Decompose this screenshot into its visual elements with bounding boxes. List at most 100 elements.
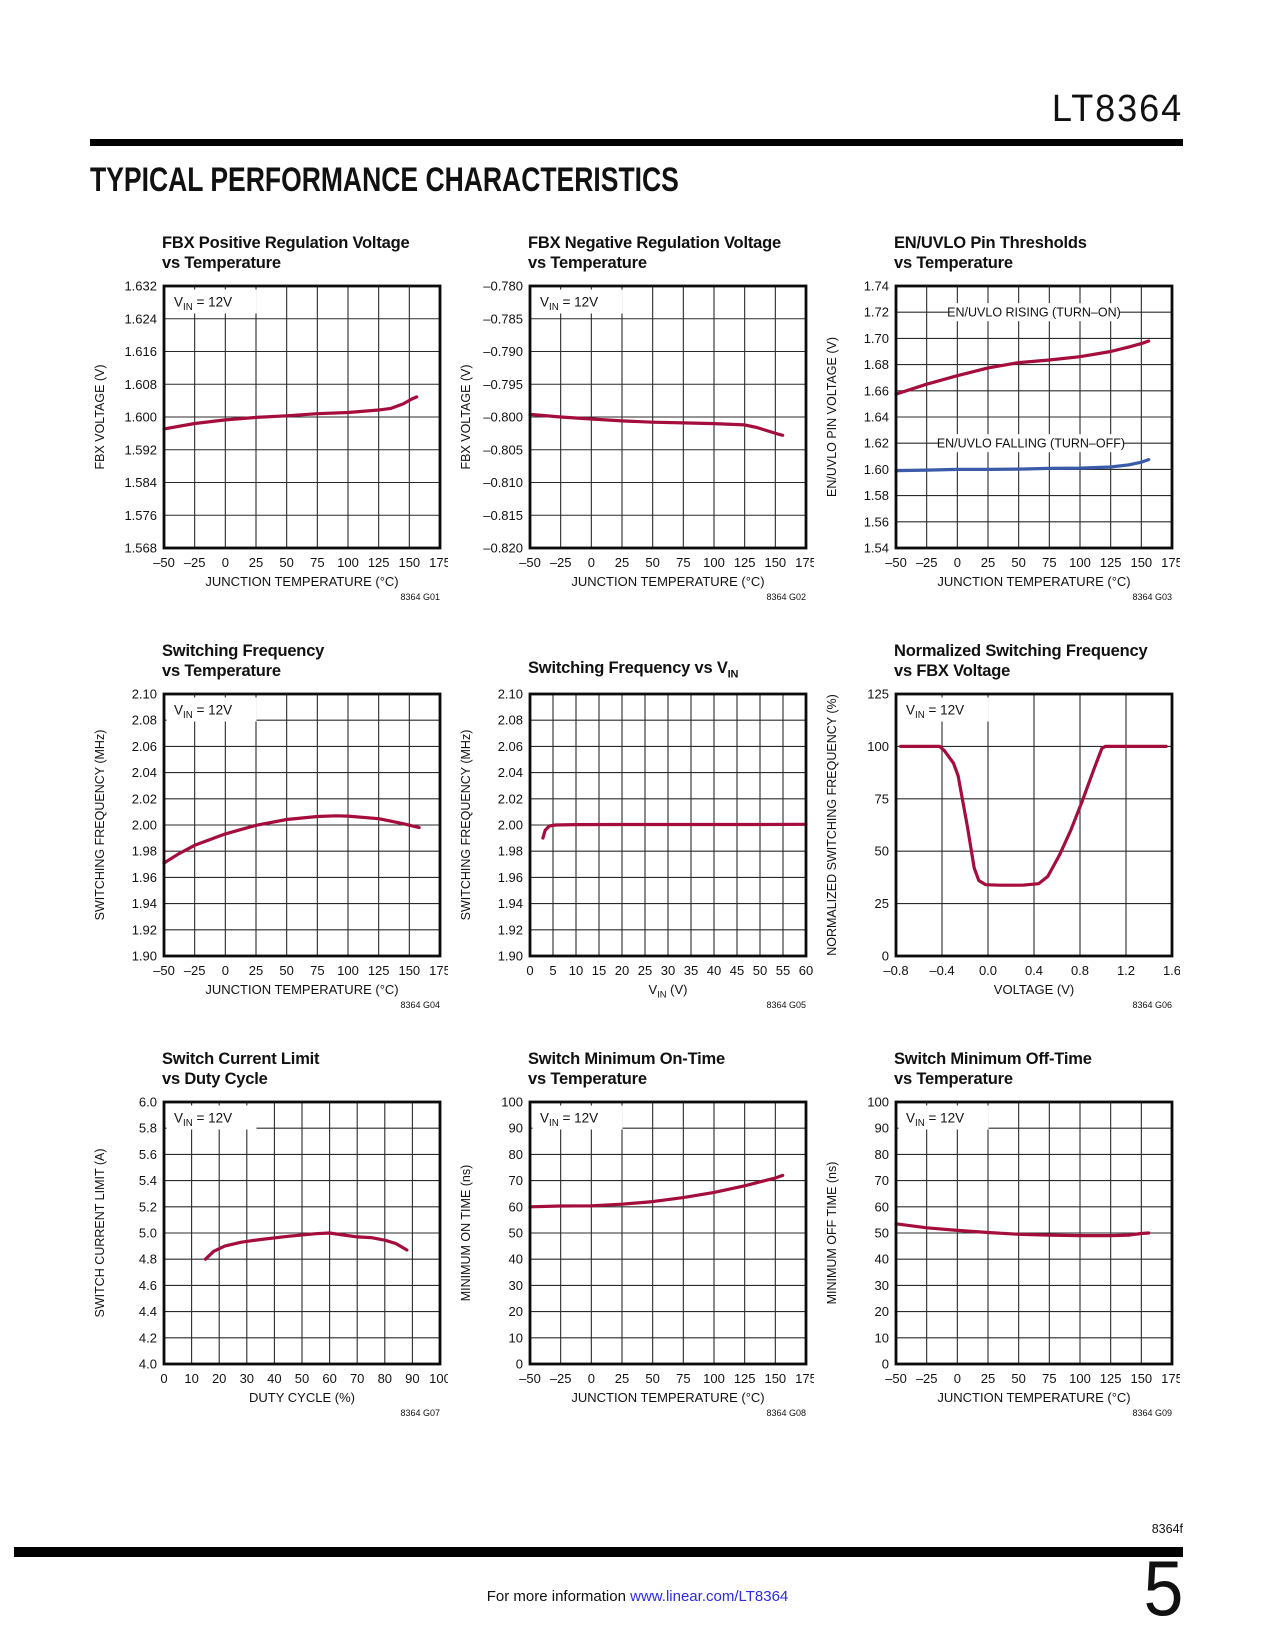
- svg-text:JUNCTION TEMPERATURE (°C): JUNCTION TEMPERATURE (°C): [937, 1390, 1130, 1405]
- svg-text:DUTY CYCLE (%): DUTY CYCLE (%): [249, 1390, 355, 1405]
- svg-text:1.54: 1.54: [864, 541, 889, 556]
- svg-text:70: 70: [509, 1173, 523, 1188]
- svg-text:100: 100: [501, 1095, 523, 1110]
- svg-text:1.568: 1.568: [124, 541, 157, 556]
- svg-text:1.94: 1.94: [498, 896, 523, 911]
- svg-text:125: 125: [1100, 555, 1122, 570]
- svg-text:1.74: 1.74: [864, 279, 889, 294]
- svg-text:2.00: 2.00: [132, 818, 157, 833]
- footer-line: For more information www.linear.com/LT83…: [0, 1588, 1275, 1605]
- svg-text:175: 175: [795, 1371, 814, 1386]
- chart-switch-minimum-on-time: Switch Minimum On-Time vs Temperature VIN…: [454, 1048, 816, 1428]
- svg-text:40: 40: [707, 963, 721, 978]
- svg-text:8364 G06: 8364 G06: [1132, 1000, 1172, 1010]
- svg-text:90: 90: [509, 1121, 523, 1136]
- svg-text:55: 55: [776, 963, 790, 978]
- svg-text:FBX VOLTAGE (V): FBX VOLTAGE (V): [93, 364, 107, 469]
- svg-text:25: 25: [615, 555, 629, 570]
- svg-text:70: 70: [875, 1173, 889, 1188]
- svg-text:10: 10: [184, 1371, 198, 1386]
- svg-text:1.70: 1.70: [864, 331, 889, 346]
- svg-text:1.616: 1.616: [124, 344, 157, 359]
- section-title: TYPICAL PERFORMANCE CHARACTERISTICS: [90, 161, 679, 199]
- svg-text:175: 175: [795, 555, 814, 570]
- svg-text:–50: –50: [885, 1371, 907, 1386]
- svg-text:SWITCHING FREQUENCY (MHz): SWITCHING FREQUENCY (MHz): [93, 730, 107, 921]
- svg-text:1.584: 1.584: [124, 475, 157, 490]
- svg-text:0.0: 0.0: [979, 963, 997, 978]
- svg-text:VIN = 12V: VIN = 12V: [540, 295, 598, 314]
- svg-text:JUNCTION TEMPERATURE (°C): JUNCTION TEMPERATURE (°C): [571, 1390, 764, 1405]
- svg-text:30: 30: [509, 1278, 523, 1293]
- chart-plot: VIN = 12V 0 10 20 30 40 50 60 70 80 90 100 4.0 4.2 4.4…: [93, 1095, 448, 1419]
- footer-link[interactable]: www.linear.com/LT8364: [630, 1588, 789, 1605]
- svg-text:1.68: 1.68: [864, 357, 889, 372]
- svg-text:0: 0: [882, 1357, 889, 1372]
- svg-text:2.04: 2.04: [132, 765, 157, 780]
- header-rule: [90, 139, 1183, 146]
- svg-text:75: 75: [676, 1371, 690, 1386]
- svg-text:0: 0: [588, 555, 595, 570]
- svg-text:EN/UVLO PIN VOLTAGE (V): EN/UVLO PIN VOLTAGE (V): [825, 337, 839, 497]
- svg-text:1.608: 1.608: [124, 377, 157, 392]
- svg-text:0: 0: [954, 1371, 961, 1386]
- svg-text:175: 175: [429, 555, 448, 570]
- svg-text:30: 30: [875, 1278, 889, 1293]
- svg-text:FBX VOLTAGE (V): FBX VOLTAGE (V): [459, 364, 473, 469]
- chart-switching-frequency-vs-vin: Switching Frequency vs VIN 0 5 10 15 20 25 30 3…: [454, 640, 816, 1020]
- svg-text:80: 80: [509, 1147, 523, 1162]
- svg-text:70: 70: [350, 1371, 364, 1386]
- svg-text:2.06: 2.06: [132, 739, 157, 754]
- svg-text:50: 50: [1011, 555, 1025, 570]
- svg-text:25: 25: [981, 555, 995, 570]
- svg-text:2.10: 2.10: [132, 687, 157, 702]
- svg-text:1.90: 1.90: [132, 949, 157, 964]
- doc-code: 8364f: [1151, 1522, 1183, 1536]
- svg-text:5.6: 5.6: [139, 1147, 157, 1162]
- svg-text:100: 100: [867, 739, 889, 754]
- svg-text:0: 0: [882, 949, 889, 964]
- chart-title: Switching Frequency vs VIN: [528, 658, 739, 681]
- svg-text:–0.800: –0.800: [483, 410, 523, 425]
- svg-text:30: 30: [240, 1371, 254, 1386]
- part-number: LT8364: [1051, 88, 1183, 130]
- svg-text:20: 20: [875, 1304, 889, 1319]
- svg-text:–50: –50: [519, 555, 541, 570]
- svg-text:1.6: 1.6: [1163, 963, 1180, 978]
- svg-text:150: 150: [1130, 555, 1152, 570]
- svg-text:JUNCTION TEMPERATURE (°C): JUNCTION TEMPERATURE (°C): [205, 574, 398, 589]
- svg-text:2.02: 2.02: [498, 791, 523, 806]
- svg-text:50: 50: [1011, 1371, 1025, 1386]
- svg-text:1.600: 1.600: [124, 410, 157, 425]
- svg-text:20: 20: [212, 1371, 226, 1386]
- svg-text:175: 175: [1161, 1371, 1180, 1386]
- svg-text:–0.8: –0.8: [883, 963, 908, 978]
- svg-text:1.96: 1.96: [498, 870, 523, 885]
- svg-text:35: 35: [684, 963, 698, 978]
- svg-text:50: 50: [279, 963, 293, 978]
- svg-text:100: 100: [337, 963, 359, 978]
- svg-text:8364 G09: 8364 G09: [1132, 1408, 1172, 1418]
- chart-plot: VIN = 12V –50 –25 0 25 50 75 100 125 150 175 –0.820…: [459, 279, 814, 603]
- svg-text:2.10: 2.10: [498, 687, 523, 702]
- svg-text:VIN = 12V: VIN = 12V: [174, 703, 232, 722]
- svg-text:1.96: 1.96: [132, 870, 157, 885]
- svg-text:MINIMUM ON TIME (ns): MINIMUM ON TIME (ns): [459, 1165, 473, 1302]
- svg-text:50: 50: [509, 1226, 523, 1241]
- svg-text:SWITCHING FREQUENCY (MHz): SWITCHING FREQUENCY (MHz): [459, 730, 473, 921]
- chart-plot: EN/UVLO RISING (TURN–ON) EN/UVLO FALLING …: [825, 279, 1180, 603]
- svg-text:–0.820: –0.820: [483, 541, 523, 556]
- svg-text:4.2: 4.2: [139, 1330, 157, 1345]
- svg-text:VIN = 12V: VIN = 12V: [906, 703, 964, 722]
- svg-text:25: 25: [875, 896, 889, 911]
- chart-switch-minimum-off-time: Switch Minimum Off-Time vs Temperature VI…: [820, 1048, 1182, 1428]
- svg-text:60: 60: [799, 963, 813, 978]
- svg-text:VIN = 12V: VIN = 12V: [174, 1111, 232, 1130]
- svg-text:90: 90: [405, 1371, 419, 1386]
- svg-text:5.2: 5.2: [139, 1199, 157, 1214]
- svg-text:100: 100: [703, 1371, 725, 1386]
- svg-text:VIN = 12V: VIN = 12V: [540, 1111, 598, 1130]
- chart-plot: VIN = 12V –50 –25 0 25 50 75 100 125 150 175 0 10 20 3…: [825, 1095, 1180, 1419]
- svg-text:125: 125: [734, 1371, 756, 1386]
